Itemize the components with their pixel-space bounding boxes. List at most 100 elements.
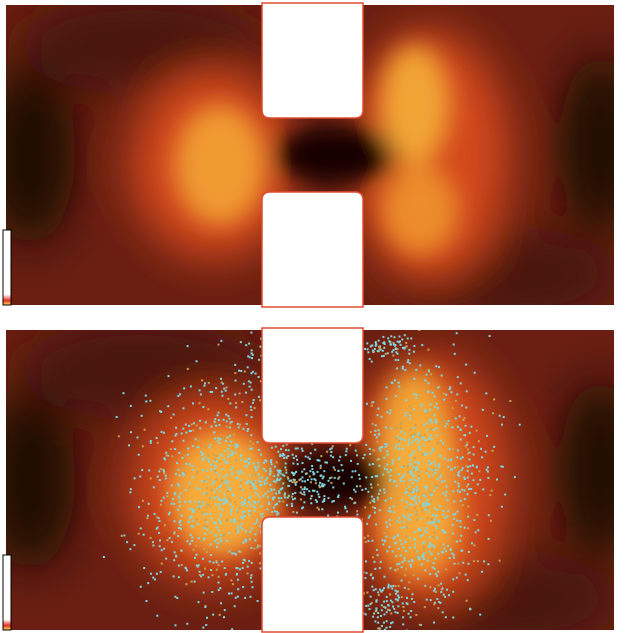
particle [258,449,261,451]
particle [181,472,184,475]
particle [139,527,142,530]
particle [223,481,226,484]
particle [145,400,148,403]
particle [402,514,405,517]
particle [389,599,392,602]
particle [231,552,234,555]
particle [197,537,200,539]
particle [400,566,403,569]
particle [427,522,429,525]
particle [240,502,243,505]
particle [183,387,186,390]
particle [375,549,378,551]
particle [185,463,188,465]
particle [180,527,182,530]
particle [274,445,277,448]
particle [422,502,425,505]
particle [444,516,447,519]
particle [340,464,343,467]
particle [225,413,228,416]
particle [435,365,438,368]
particle [402,447,404,450]
particle [462,561,465,564]
particle [231,473,234,476]
particle [254,506,257,509]
particle [420,535,423,538]
particle [158,520,161,522]
particle [332,466,335,469]
particle [149,440,152,442]
particle [276,469,279,472]
particle [209,443,212,446]
particle [226,518,229,521]
particle [318,459,321,462]
particle [237,578,239,581]
particle [285,468,288,471]
particle [248,459,251,462]
particle [426,559,429,562]
particle [475,429,478,432]
particle [467,483,470,486]
particle [382,355,385,357]
particle [416,556,419,559]
particle [487,537,490,540]
particle [327,514,330,517]
particle [277,474,280,477]
particle [367,534,370,537]
particle [445,422,448,425]
particle [435,402,438,405]
particle [409,565,412,568]
particle [455,399,457,402]
particle [234,446,237,449]
particle [270,461,272,464]
particle [431,447,434,450]
particle [420,563,423,566]
particle [401,475,404,478]
particle [179,393,182,396]
particle [433,531,436,534]
particle [411,597,413,600]
particle [156,526,159,529]
particle [459,499,462,502]
particle [452,578,455,581]
particle [417,446,420,449]
particle [444,504,447,507]
particle [136,436,139,439]
particle [229,434,232,437]
particle [375,523,378,526]
particle [432,469,435,472]
particle [383,532,386,534]
particle [369,603,372,606]
particle [370,483,372,486]
particle [404,516,407,518]
particle [245,465,248,468]
particle [252,480,255,483]
particle [413,393,416,395]
particle [472,446,475,449]
particle [240,454,243,457]
particle [459,521,462,524]
particle [427,348,430,351]
particle [381,355,384,358]
particle [180,564,183,566]
particle [257,501,260,504]
particle [167,405,170,408]
particle [338,459,341,462]
particle [262,461,265,464]
particle [309,452,312,455]
particle [416,468,419,471]
particle [208,460,210,463]
particle [191,445,194,448]
particle [449,386,452,389]
particle [460,549,463,552]
particle [221,508,224,511]
particle [364,541,367,543]
particle [429,521,432,524]
particle [156,441,159,444]
particle [229,503,232,506]
particle [431,391,434,394]
particle [441,529,444,531]
particle [486,466,489,469]
particle [419,448,422,451]
particle [461,488,464,491]
